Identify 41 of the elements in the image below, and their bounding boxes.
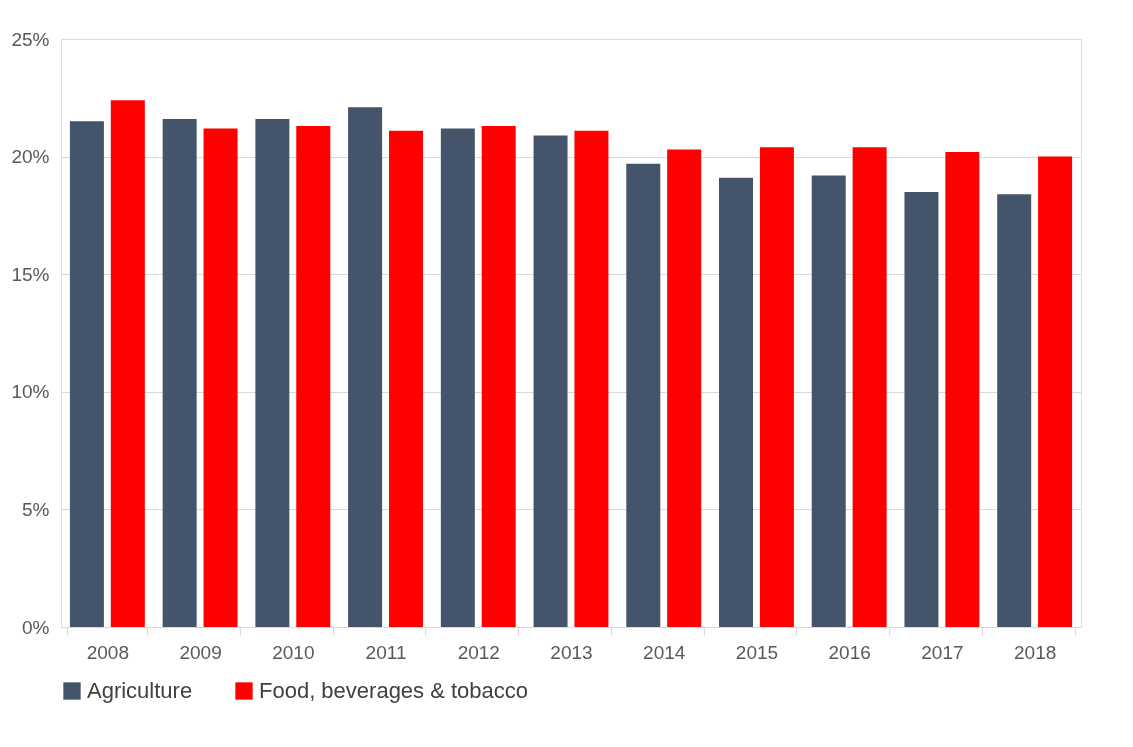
bar [574,130,609,627]
y-tick-label: 5% [22,498,50,520]
bar [997,194,1032,627]
bar [852,147,887,627]
x-tick-label: 2010 [272,641,315,663]
y-tick-label: 20% [11,146,50,168]
x-tick-label: 2008 [86,641,129,663]
bar [667,149,702,627]
bar [945,151,980,627]
x-tick-label: 2014 [643,641,686,663]
legend-label: Agriculture [87,678,193,703]
x-tick-label: 2015 [735,641,779,663]
y-tick-label: 10% [11,381,50,403]
bar [110,100,145,627]
bar [626,163,661,627]
x-tick-label: 2016 [828,641,871,663]
bar [533,135,568,627]
x-tick-label: 2009 [179,641,222,663]
bar [759,147,794,627]
bar [203,128,238,627]
x-tick-label: 2013 [550,641,593,663]
x-tick-label: 2018 [1014,641,1057,663]
bar [162,118,197,627]
x-tick-label: 2011 [365,641,407,663]
legend-label: Food, beverages & tobacco [259,678,529,703]
bar [1038,156,1073,627]
bar [255,118,290,627]
x-tick-label: 2017 [921,641,964,663]
bar [69,121,104,627]
bar [440,128,475,627]
bar [481,126,516,627]
x-tick-label: 2012 [457,641,500,663]
y-tick-label: 25% [11,28,50,50]
bar [296,126,331,627]
bar [348,107,383,627]
bar [904,191,939,627]
y-tick-label: 15% [11,263,50,285]
bar [719,177,754,627]
bar [811,175,846,627]
y-tick-label: 0% [22,616,50,638]
bar [388,130,423,627]
